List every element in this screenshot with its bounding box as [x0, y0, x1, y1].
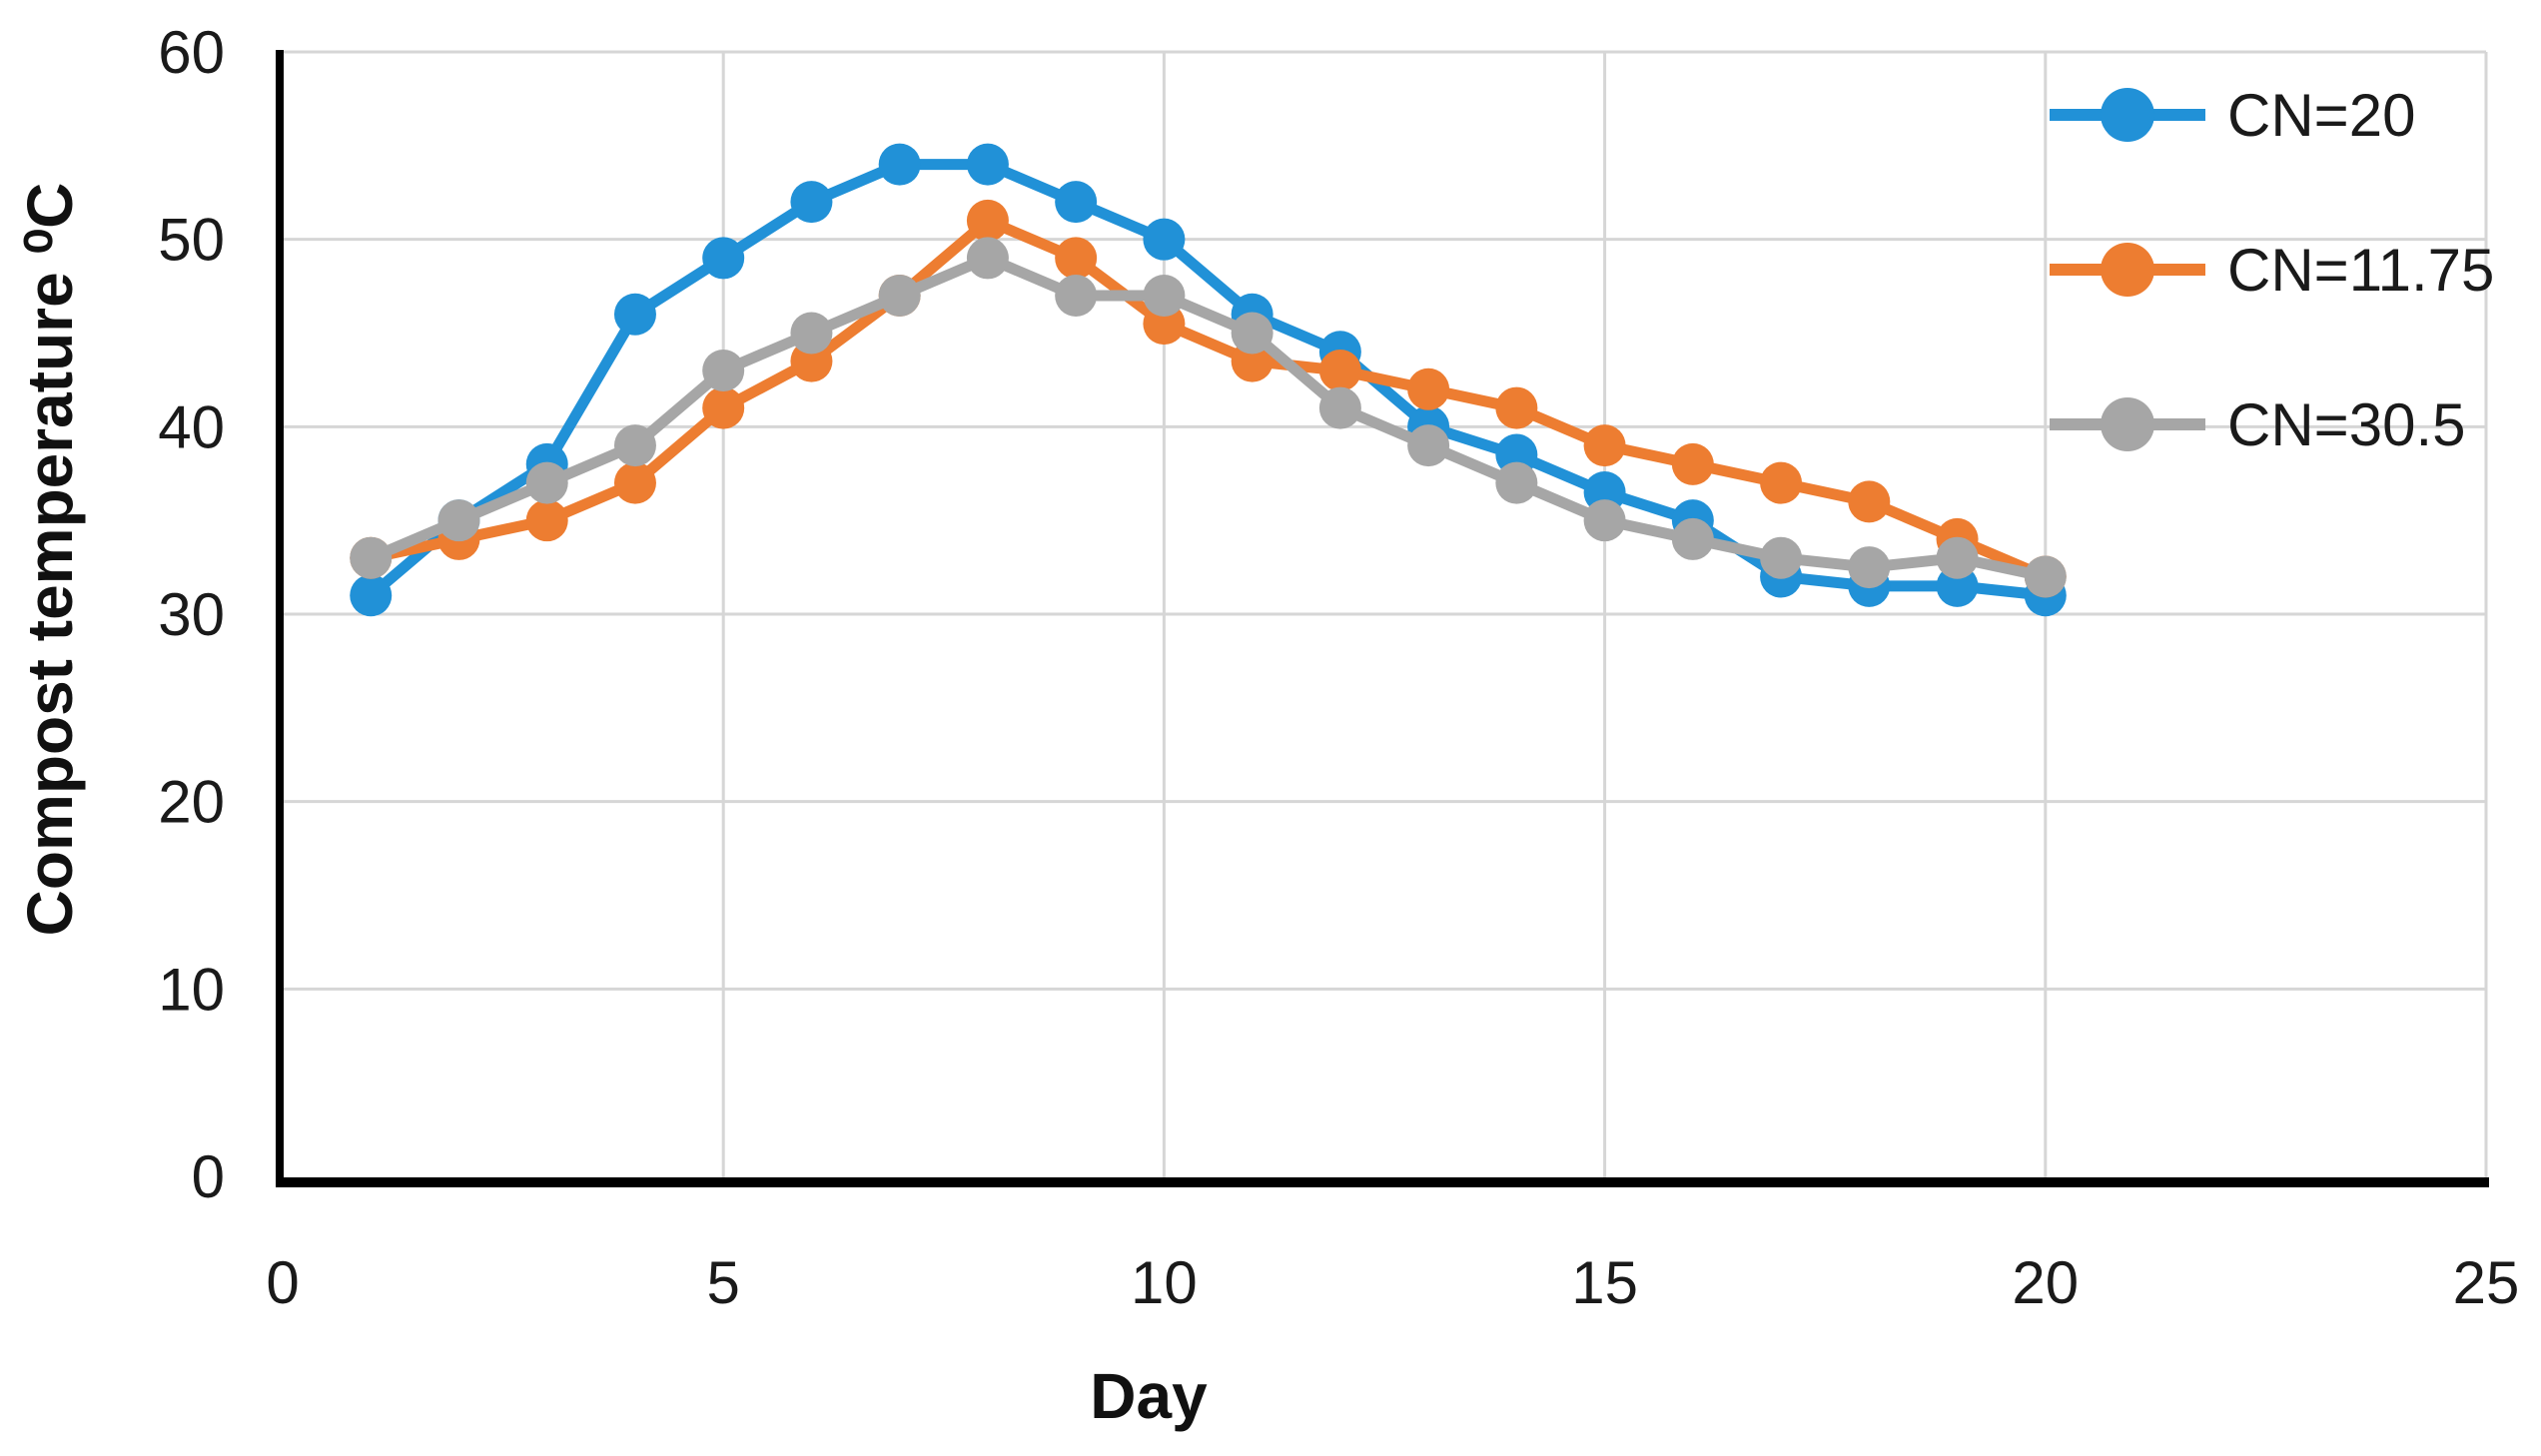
- y-tick-label-60: 60: [158, 19, 225, 86]
- legend: CN=20 CN=11.75 CN=30.5: [2050, 82, 2494, 458]
- series-cn305-point-day-8: [966, 237, 1009, 280]
- x-tick-label-25: 25: [2453, 1249, 2520, 1316]
- x-tick-label-20: 20: [2012, 1249, 2079, 1316]
- x-tick-label-15: 15: [1571, 1249, 1638, 1316]
- series-cn305-point-day-2: [437, 499, 480, 542]
- series-cn20-point-day-7: [878, 143, 921, 186]
- legend-item-cn20: CN=20: [2050, 82, 2415, 149]
- legend-marker-cn1175: [2101, 243, 2154, 297]
- legend-item-cn305: CN=30.5: [2050, 391, 2465, 458]
- x-tick-label-5: 5: [707, 1249, 740, 1316]
- series-cn305-point-day-6: [790, 312, 833, 355]
- series-cn20-point-day-5: [702, 237, 745, 280]
- series-cn305-point-day-14: [1495, 461, 1538, 504]
- series-cn305-point-day-4: [613, 424, 656, 467]
- series-cn20-point-day-4: [613, 293, 656, 336]
- series-cn1175-point-day-13: [1407, 367, 1450, 410]
- series-cn20-line: [365, 159, 2052, 601]
- series-cn305-point-day-17: [1760, 536, 1803, 579]
- y-axis-tick-labels: 0 10 20 30 40 50 60: [158, 19, 225, 1210]
- legend-marker-cn20: [2101, 88, 2154, 142]
- series-cn1175-point-day-17: [1760, 461, 1803, 504]
- y-tick-label-10: 10: [158, 956, 225, 1023]
- series-cn1175-point-day-14: [1495, 386, 1538, 429]
- series-cn305-point-day-13: [1407, 424, 1450, 467]
- series-cn1175-point-day-12: [1318, 350, 1361, 392]
- y-tick-label-30: 30: [158, 581, 225, 648]
- data-series: [350, 143, 2067, 617]
- series-cn305-point-day-10: [1143, 274, 1186, 317]
- series-cn20-point-day-1: [350, 574, 393, 617]
- series-cn1175-point-day-5: [702, 386, 745, 429]
- series-cn1175-point-day-16: [1671, 442, 1714, 485]
- series-cn20-point-day-6: [790, 181, 833, 224]
- y-tick-label-50: 50: [158, 207, 225, 274]
- y-tick-label-0: 0: [192, 1143, 225, 1210]
- series-cn1175-point-day-4: [613, 461, 656, 504]
- series-cn1175-point-day-18: [1848, 480, 1891, 523]
- series-cn305-point-day-12: [1318, 386, 1361, 429]
- series-cn1175-point-day-9: [1055, 237, 1098, 280]
- series-cn305-point-day-20: [2024, 555, 2067, 598]
- x-tick-label-0: 0: [266, 1249, 299, 1316]
- y-axis-title: Compost temperature ⁰C: [14, 183, 86, 937]
- series-cn1175-point-day-8: [966, 199, 1009, 242]
- legend-item-cn1175: CN=11.75: [2050, 237, 2494, 304]
- series-cn20-point-day-9: [1055, 181, 1098, 224]
- series-cn305-point-day-11: [1231, 312, 1273, 355]
- y-tick-label-40: 40: [158, 393, 225, 460]
- x-axis-tick-labels: 0 5 10 15 20 25: [266, 1249, 2519, 1316]
- x-axis-title: Day: [1090, 1360, 1208, 1432]
- series-cn305-point-day-9: [1055, 274, 1098, 317]
- series-cn305-point-day-5: [702, 350, 745, 392]
- legend-label-cn20: CN=20: [2227, 82, 2415, 149]
- series-cn1175-point-day-3: [525, 499, 568, 542]
- series-cn305-point-day-7: [878, 274, 921, 317]
- series-cn305-point-day-19: [1936, 536, 1979, 579]
- series-cn305-point-day-18: [1848, 546, 1891, 589]
- series-cn305-point-day-16: [1671, 517, 1714, 560]
- gridlines: [280, 50, 2488, 1182]
- y-tick-label-20: 20: [158, 769, 225, 836]
- series-cn20-point-day-10: [1143, 218, 1186, 261]
- legend-marker-cn305: [2101, 397, 2154, 451]
- series-cn305-point-day-1: [350, 536, 393, 579]
- series-cn1175-point-day-15: [1583, 424, 1626, 467]
- legend-label-cn305: CN=30.5: [2227, 391, 2465, 458]
- series-cn305-point-day-15: [1583, 499, 1626, 542]
- legend-label-cn1175: CN=11.75: [2227, 237, 2494, 304]
- x-tick-label-10: 10: [1131, 1249, 1198, 1316]
- series-cn20-point-day-8: [966, 143, 1009, 186]
- series-cn305-point-day-3: [525, 461, 568, 504]
